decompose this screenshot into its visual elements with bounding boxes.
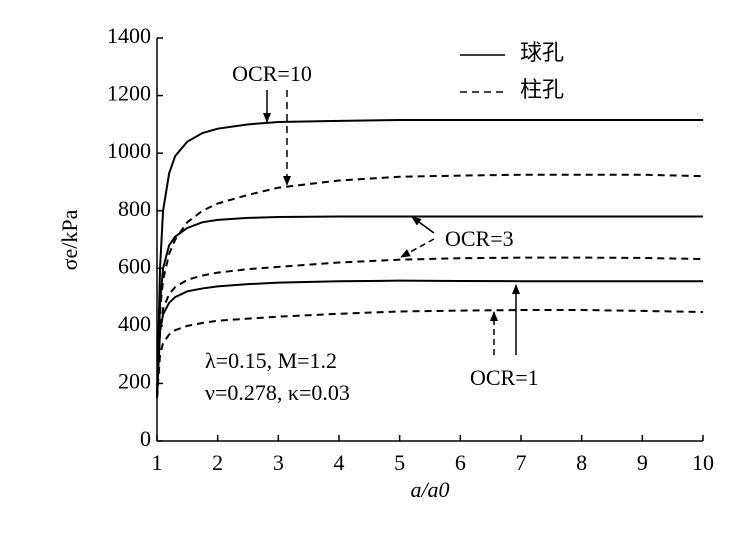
y-tick-label: 1400 xyxy=(107,23,151,48)
x-tick-label: 4 xyxy=(334,450,345,475)
x-tick-label: 10 xyxy=(692,450,714,475)
data-line xyxy=(156,119,703,398)
annotation: OCR=1 xyxy=(470,365,539,390)
annotation: OCR=3 xyxy=(445,226,514,251)
y-tick-label: 800 xyxy=(118,196,151,221)
y-axis-label: σe/kPa xyxy=(57,209,82,270)
data-line xyxy=(156,215,703,398)
x-tick-label: 8 xyxy=(576,450,587,475)
data-line xyxy=(156,256,704,398)
x-tick-label: 7 xyxy=(516,450,527,475)
annotation: OCR=10 xyxy=(232,61,312,86)
x-axis-label: a/a0 xyxy=(410,477,449,502)
y-tick-label: 200 xyxy=(118,368,151,393)
y-tick-label: 1200 xyxy=(107,81,151,106)
annotation-arrows xyxy=(263,90,520,355)
annotation: λ=0.15, M=1.2 xyxy=(205,348,337,373)
data-line xyxy=(156,279,703,398)
y-tick-label: 600 xyxy=(118,253,151,278)
legend-label: 柱孔 xyxy=(520,77,564,102)
x-tick-label: 6 xyxy=(455,450,466,475)
x-tick-label: 3 xyxy=(273,450,284,475)
y-tick-label: 400 xyxy=(118,311,151,336)
data-line xyxy=(156,173,704,398)
annotation: ν=0.278, κ=0.03 xyxy=(205,380,350,405)
data-line xyxy=(156,309,704,398)
x-tick-label: 2 xyxy=(212,450,223,475)
y-tick-label: 0 xyxy=(140,426,151,451)
legend-label: 球孔 xyxy=(520,40,564,65)
x-tick-label: 1 xyxy=(152,450,163,475)
y-tick-label: 1000 xyxy=(107,138,151,163)
x-tick-label: 5 xyxy=(394,450,405,475)
x-tick-label: 9 xyxy=(637,450,648,475)
